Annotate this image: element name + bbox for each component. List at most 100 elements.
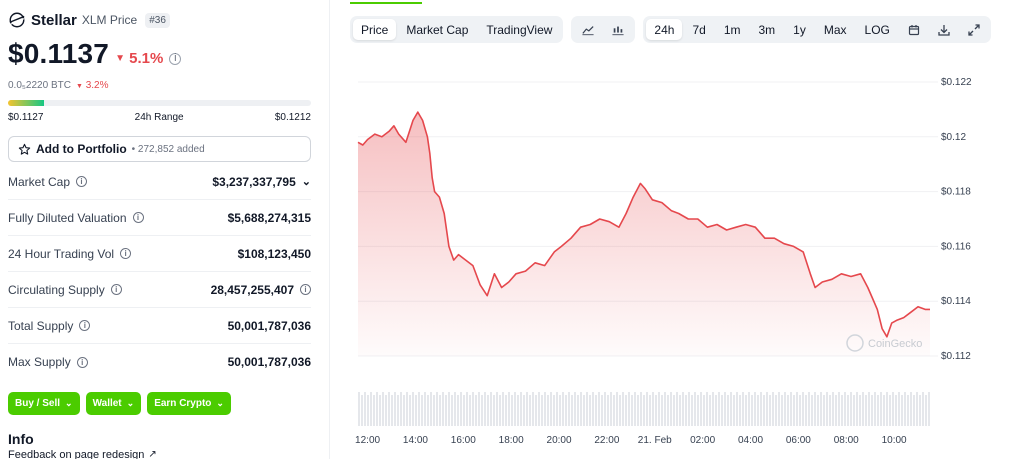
volume-bar <box>583 395 585 426</box>
tab-underline <box>350 2 422 4</box>
x-tick-label: 10:00 <box>882 435 907 446</box>
info-icon[interactable]: i <box>76 356 88 368</box>
volume-bar <box>388 392 390 426</box>
volume-bar <box>397 395 399 426</box>
volume-bar <box>436 392 438 426</box>
volume-bar <box>808 392 810 426</box>
volume-bar <box>829 395 831 426</box>
info-icon[interactable]: i <box>110 284 122 295</box>
chart-toolbar: Price Market Cap TradingView 24h 7d 1m 3… <box>350 16 991 43</box>
stat-value: $3,237,337,795 <box>212 174 296 189</box>
candlestick-icon[interactable] <box>604 19 632 40</box>
volume-bar <box>601 395 603 426</box>
volume-bar <box>568 392 570 426</box>
volume-bar <box>529 395 531 426</box>
volume-bar <box>580 392 582 426</box>
x-tick-label: 18:00 <box>499 435 524 446</box>
volume-bar <box>370 392 372 426</box>
volume-bar <box>604 392 606 426</box>
volume-bars <box>358 392 930 426</box>
volume-bar <box>766 392 768 426</box>
volume-bar <box>538 392 540 426</box>
range-1m[interactable]: 1m <box>723 22 741 37</box>
stat-label: Total Supply <box>8 318 74 333</box>
volume-bar <box>748 392 750 426</box>
expand-icon[interactable] <box>960 19 988 40</box>
range-3m[interactable]: 3m <box>758 22 776 37</box>
info-icon[interactable]: i <box>76 176 88 187</box>
download-icon[interactable] <box>930 19 958 40</box>
volume-bar <box>913 395 915 426</box>
volume-bar <box>421 395 423 426</box>
wallet-button[interactable]: Wallet ⌄ <box>85 392 142 415</box>
volume-bar <box>595 395 597 426</box>
volume-bar <box>679 395 681 426</box>
volume-bar <box>364 392 366 426</box>
coingecko-logo-icon <box>846 334 864 352</box>
volume-bar <box>385 395 387 426</box>
volume-bar <box>691 395 693 426</box>
price-chart[interactable]: $0.122 $0.12 $0.118 $0.116 $0.114 $0.112 12:0… <box>350 60 1024 459</box>
watermark-text: CoinGecko <box>868 338 922 350</box>
volume-bar <box>673 395 675 426</box>
add-to-portfolio-button[interactable]: Add to Portfolio • 272,852 added <box>8 136 311 162</box>
tab-tradingview[interactable]: TradingView <box>486 22 553 37</box>
buy-sell-button[interactable]: Buy / Sell ⌄ <box>8 392 80 415</box>
volume-bar <box>628 392 630 426</box>
volume-bar <box>712 392 714 426</box>
chevron-down-icon[interactable]: ⌄ <box>301 176 311 188</box>
info-icon[interactable]: i <box>300 284 311 295</box>
range-log[interactable]: LOG <box>864 22 890 37</box>
volume-bar <box>817 395 819 426</box>
volume-bar <box>406 392 408 426</box>
line-chart-icon[interactable] <box>574 19 602 40</box>
info-icon[interactable]: i <box>169 52 182 65</box>
tab-price[interactable]: Price <box>353 19 397 40</box>
info-icon[interactable]: i <box>79 320 91 331</box>
calendar-icon[interactable] <box>900 19 928 40</box>
volume-bar <box>610 392 612 426</box>
volume-bar <box>823 395 825 426</box>
price-row: $0.1137 ▼ 5.1% i <box>8 38 182 70</box>
volume-bar <box>499 395 501 426</box>
volume-bar <box>904 392 906 426</box>
volume-bar <box>463 395 465 426</box>
volume-bar <box>532 392 534 426</box>
volume-bar <box>847 395 849 426</box>
volume-bar <box>682 392 684 426</box>
volume-bar <box>439 395 441 426</box>
x-tick-label: 21. Feb <box>638 435 672 446</box>
earn-crypto-button[interactable]: Earn Crypto ⌄ <box>147 392 231 415</box>
volume-bar <box>442 392 444 426</box>
current-price: $0.1137 <box>8 38 110 69</box>
volume-bar <box>658 392 660 426</box>
range-low: $0.1127 <box>8 112 44 123</box>
y-axis-ticks: $0.122 $0.12 $0.118 $0.116 $0.114 $0.112 <box>941 77 972 362</box>
range-7d[interactable]: 7d <box>692 22 706 37</box>
volume-bar <box>514 392 516 426</box>
range-24h[interactable]: 24h <box>646 19 683 40</box>
range-1y[interactable]: 1y <box>793 22 806 37</box>
volume-bar <box>838 392 840 426</box>
range-max[interactable]: Max <box>823 22 847 37</box>
feedback-link[interactable]: Feedback on page redesign ↗ <box>8 449 157 459</box>
range-high: $0.1212 <box>274 112 311 123</box>
volume-bar <box>877 395 879 426</box>
volume-bar <box>718 392 720 426</box>
volume-bar <box>574 392 576 426</box>
btc-price: 0.0₅2220 BTC <box>8 80 71 91</box>
volume-bar <box>484 392 486 426</box>
volume-bar <box>802 392 804 426</box>
stats-table: Market Cap i $3,237,337,795 ⌄ Fully Dilute… <box>8 164 311 380</box>
volume-bar <box>820 392 822 426</box>
volume-bar <box>787 395 789 426</box>
tab-market-cap[interactable]: Market Cap <box>406 22 469 37</box>
info-icon[interactable]: i <box>132 212 144 223</box>
volume-bar <box>676 392 678 426</box>
volume-bar <box>925 395 927 426</box>
chevron-down-icon: ⌄ <box>65 398 73 408</box>
action-buttons: Buy / Sell ⌄ Wallet ⌄ Earn Crypto ⌄ <box>8 392 231 415</box>
volume-bar <box>919 395 921 426</box>
volume-bar <box>526 392 528 426</box>
info-icon[interactable]: i <box>120 248 132 259</box>
